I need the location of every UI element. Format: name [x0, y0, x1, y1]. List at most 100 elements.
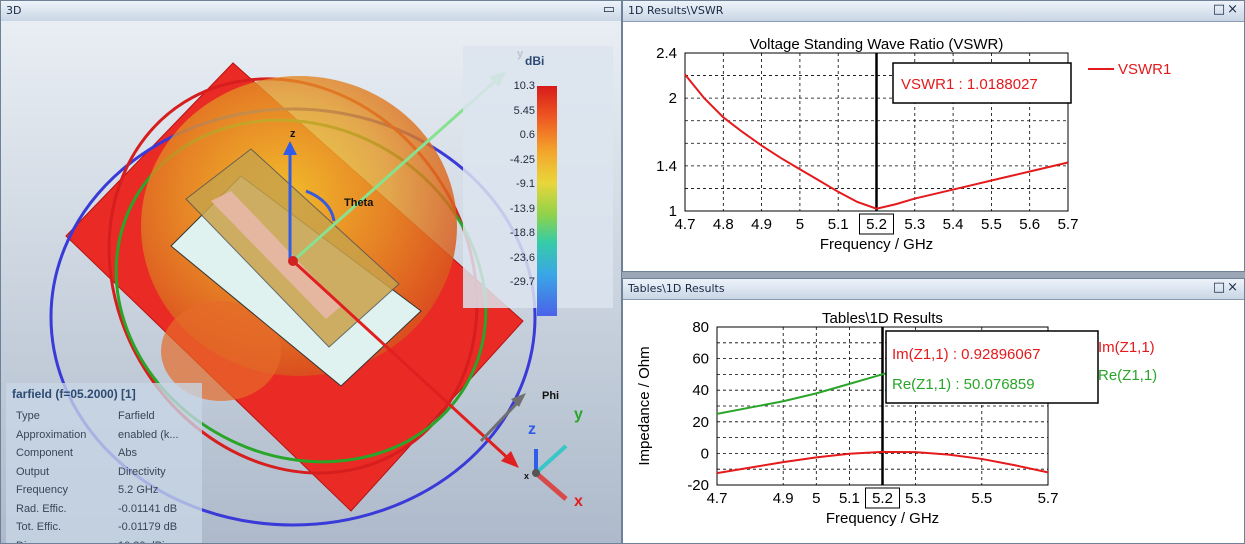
- panel-vswr-title: 1D Results\VSWR: [628, 4, 724, 17]
- triad-x-label: x: [574, 493, 583, 510]
- info-value: enabled (k...: [118, 428, 179, 441]
- info-value: -0.01179 dB: [118, 521, 178, 533]
- radiation-lobe: [161, 301, 281, 401]
- annotation-re: Re(Z1,1) : 50.076859: [892, 376, 1035, 393]
- color-scale-tick: -13.9: [509, 202, 535, 215]
- y-axis-label: Impedance / Ohm: [636, 346, 653, 465]
- maximize-icon[interactable]: ▭: [602, 2, 617, 17]
- y-tick-label: 2: [669, 90, 677, 107]
- patch-slot: [211, 191, 341, 319]
- x-tick-label: 5.5: [981, 216, 1002, 233]
- y-tick-label: -20: [687, 477, 709, 494]
- info-key: Dir.: [16, 540, 33, 544]
- triad-small-x-label: x: [524, 471, 530, 481]
- x-tick-label: 4.9: [773, 490, 794, 507]
- info-value: 5.2 GHz: [118, 484, 159, 496]
- color-scale-tick: 10.3: [513, 80, 535, 92]
- vswr-chart[interactable]: Voltage Standing Wave Ratio (VSWR) 4.7 4.8…: [623, 21, 1244, 271]
- annotation-box: [892, 62, 1072, 104]
- info-row: Rad. Effic. -0.01141 dB: [16, 502, 177, 515]
- color-scale-tick: -29.7: [509, 276, 535, 288]
- theta-arrow: [305, 189, 336, 222]
- info-value: 10.30 dBi: [118, 540, 164, 544]
- color-scale-tick: -23.6: [509, 251, 535, 264]
- phi-arrow-head: [511, 393, 526, 407]
- x-tick-label: 5.1: [839, 490, 860, 507]
- color-scale-tick: -18.8: [509, 227, 535, 239]
- info-value: Abs: [118, 447, 137, 459]
- legend-label: Im(Z1,1): [1098, 339, 1155, 356]
- triad-y-label: y: [574, 406, 583, 423]
- color-scale-tick: -4.25: [509, 153, 535, 166]
- farfield-info-heading: farfield (f=05.2000) [1]: [12, 387, 136, 401]
- x-tick-label: 5.1: [828, 216, 849, 233]
- annotation-vswr: VSWR1 : 1.0188027: [901, 76, 1038, 93]
- x-tick-label: 5.4: [943, 216, 964, 233]
- x-tick-label: 5.7: [1038, 490, 1059, 507]
- y-tick-label: 0: [701, 445, 709, 462]
- info-key: Approximation: [16, 428, 87, 441]
- info-row: Type Farfield: [16, 410, 155, 422]
- info-key: Rad. Effic.: [16, 502, 67, 515]
- color-scale: dBi 10.3 5.45 0.6 -4.25 -9.1 -13.9 -18.8 -23.6 -…: [463, 46, 613, 316]
- info-row: Component Abs: [16, 447, 137, 459]
- farfield-3d-view[interactable]: z y Theta Phi z y x x dBi 10.35.450.6-4.…: [1, 21, 621, 543]
- farfield-scene: [49, 62, 568, 527]
- marker-x-label: 5.2: [866, 216, 887, 233]
- x-tick-label: 4.7: [707, 490, 728, 507]
- annotation-im: Im(Z1,1) : 0.92896067: [892, 346, 1040, 363]
- y-tick-label: 60: [692, 351, 709, 368]
- phi-arrow: [479, 397, 523, 443]
- series-line-1: [684, 73, 1069, 210]
- marker-x-label: 5.2: [872, 490, 893, 507]
- chart-title: Tables\1D Results: [822, 310, 943, 327]
- color-scale-tick: 0.6: [519, 129, 535, 141]
- y-tick-label: 40: [692, 382, 709, 399]
- info-row: Dir. 10.30 dBi: [16, 540, 164, 544]
- x-tick-label: 5: [796, 216, 804, 233]
- panel-3d-titlebar: 3D ▭: [1, 1, 621, 22]
- info-key: Output: [16, 465, 50, 478]
- legend-label: VSWR1: [1118, 61, 1171, 78]
- series-line-1: [716, 450, 1049, 475]
- triad-origin: [532, 469, 540, 477]
- y-tick-label: 1.4: [656, 158, 677, 175]
- info-row: Output Directivity: [16, 465, 166, 478]
- triad-x: [534, 471, 568, 501]
- info-key: Type: [16, 410, 40, 422]
- window-buttons-icon[interactable]: □×: [1212, 280, 1240, 295]
- color-scale-tick: 5.45: [513, 104, 535, 117]
- info-value: Directivity: [118, 465, 166, 478]
- x-axis: [291, 259, 513, 463]
- z-axis-arrow: [283, 141, 297, 155]
- theta-label: Theta: [344, 197, 374, 209]
- x-tick-label: 5.7: [1058, 216, 1079, 233]
- x-tick-label: 5.3: [905, 490, 926, 507]
- window-buttons-icon[interactable]: □×: [1212, 2, 1240, 17]
- y-tick-label: 20: [692, 414, 709, 431]
- x-tick-label: 4.8: [713, 216, 734, 233]
- x-tick-label: 4.9: [751, 216, 772, 233]
- origin: [288, 256, 298, 266]
- panel-3d-title: 3D: [6, 4, 22, 17]
- annotation-box: [885, 330, 1099, 404]
- y-tick-label: 2.4: [656, 45, 677, 62]
- legend-label: Re(Z1,1): [1098, 367, 1157, 384]
- x-axis-label: Frequency / GHz: [826, 510, 939, 527]
- y-tick-label: 80: [692, 319, 709, 336]
- x-tick-label: 5.5: [971, 490, 992, 507]
- color-scale-tick: -9.1: [516, 178, 535, 190]
- x-axis-label: Frequency / GHz: [820, 236, 933, 253]
- impedance-chart[interactable]: Tables\1D Results 4.7 4.9 5 5.1 5.2 5.3 5.5 5.7 -…: [623, 299, 1244, 543]
- x-tick-label: 5: [812, 490, 820, 507]
- panel-vswr: 1D Results\VSWR □× Voltage Standing Wave…: [622, 0, 1245, 272]
- info-row: Tot. Effic. -0.01179 dB: [16, 521, 177, 533]
- x-tick-label: 5.6: [1019, 216, 1040, 233]
- panel-tables-titlebar: Tables\1D Results □×: [623, 279, 1244, 300]
- x-tick-label: 4.7: [675, 216, 696, 233]
- farfield-info-box: farfield (f=05.2000) [1] Type Farfield App…: [6, 383, 202, 544]
- marker-x-box: [859, 213, 894, 235]
- info-key: Frequency: [16, 484, 68, 496]
- info-key: Tot. Effic.: [16, 521, 62, 533]
- info-row: Frequency 5.2 GHz: [16, 484, 158, 496]
